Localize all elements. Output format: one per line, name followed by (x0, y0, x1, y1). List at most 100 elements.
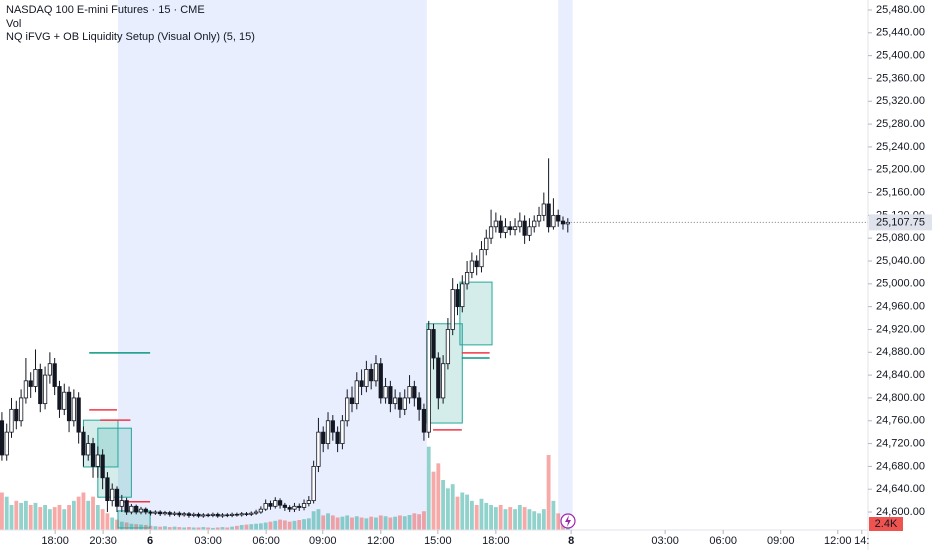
candle-body (110, 488, 115, 502)
candle-body (556, 214, 561, 222)
volume-bar (258, 523, 263, 530)
volume-bar (484, 502, 489, 530)
candle-body (282, 504, 287, 508)
volume-bar (76, 496, 81, 530)
candle-body (565, 221, 570, 225)
candle-body (436, 357, 441, 399)
volume-bar (282, 520, 287, 530)
candle-body (541, 203, 546, 216)
candle-body (134, 505, 139, 513)
volume-bar (239, 525, 244, 530)
x-tick-label: 06:00 (709, 535, 737, 547)
volume-bar (158, 526, 163, 530)
candle-body (4, 431, 9, 456)
volume-bar (71, 500, 76, 530)
candle-body (325, 420, 331, 444)
last-price-box (869, 214, 932, 231)
candle-body (234, 513, 240, 516)
volume-bar (100, 509, 105, 530)
candle-body (86, 443, 91, 456)
volume-bar (215, 527, 220, 530)
candle-body (153, 511, 158, 514)
y-tick-label: 24,760.00 (876, 415, 925, 427)
volume-bar (95, 505, 100, 530)
candle-body (18, 397, 24, 422)
volume-bar (81, 492, 86, 530)
candle-body (536, 214, 542, 222)
candle-body (488, 226, 494, 239)
volume-bar (153, 526, 158, 530)
volume-bar (196, 527, 201, 530)
last-price-label: 25,107.75 (876, 216, 925, 228)
x-tick-label: 09:00 (767, 535, 795, 547)
volume-bar (263, 522, 268, 530)
volume-bar (177, 527, 182, 530)
volume-bar (541, 509, 546, 530)
x-tick-label: 03:00 (651, 535, 679, 547)
volume-bar (268, 521, 273, 530)
volume-bar (28, 505, 33, 530)
candle-body (119, 500, 124, 507)
candle-body (225, 514, 230, 517)
candle-body (378, 363, 383, 399)
y-tick-label: 24,600.00 (876, 506, 925, 518)
fvg-zone (459, 281, 493, 346)
candle-body (210, 513, 216, 516)
candle-body (263, 503, 268, 510)
x-tick-label: 6 (147, 535, 153, 547)
volume-bar (393, 516, 398, 530)
volume-bar (460, 492, 465, 530)
replay-icon[interactable] (560, 513, 576, 529)
candle-body (469, 260, 475, 273)
candle-body (512, 226, 518, 231)
volume-bar (62, 509, 67, 530)
candle-body (359, 380, 364, 387)
candle-body (162, 512, 168, 515)
volume-bar (57, 505, 62, 530)
volume-bar (249, 524, 254, 530)
volume-bar (383, 516, 388, 530)
volume-bar (9, 505, 14, 530)
volume-bar (469, 500, 474, 530)
volume-bar (513, 509, 517, 530)
y-tick-label: 25,040.00 (876, 255, 925, 267)
y-tick-label: 25,400.00 (876, 50, 925, 62)
candle-body (345, 397, 350, 422)
volume-bar (273, 520, 278, 530)
volume-bar (287, 521, 292, 530)
y-tick-label: 24,800.00 (876, 392, 925, 404)
volume-bar (465, 494, 470, 530)
candle-body (100, 454, 105, 479)
candle-body (229, 513, 235, 516)
volume-bar (398, 515, 402, 530)
volume-bar (297, 520, 302, 530)
volume-bar (422, 511, 426, 530)
candle-body (258, 508, 264, 513)
volume-bar (474, 505, 479, 530)
candle-body (239, 513, 244, 516)
volume-bar (254, 523, 259, 530)
candle-body (393, 397, 398, 405)
candle-body (460, 283, 465, 308)
candle-body (484, 237, 489, 250)
y-tick-label: 25,280.00 (876, 118, 925, 130)
candle-body (182, 513, 187, 516)
volume-bar (105, 513, 110, 530)
y-tick-label: 25,000.00 (876, 278, 925, 290)
candle-body (464, 272, 470, 285)
volume-bar (445, 488, 450, 530)
candle-body (273, 500, 278, 507)
candle-body (321, 431, 326, 444)
candle-body (186, 513, 192, 516)
volume-bar (206, 527, 211, 530)
y-tick-label: 24,920.00 (876, 323, 925, 335)
volume-bar (225, 527, 230, 530)
volume-bar (52, 507, 57, 530)
volume-bar (335, 517, 340, 530)
candle-body (215, 513, 220, 517)
candle-body (426, 329, 431, 433)
candle-body (431, 329, 436, 359)
x-tick-label: 20:30 (89, 535, 117, 547)
volume-bar (527, 509, 532, 530)
y-tick-label: 24,880.00 (876, 346, 925, 358)
